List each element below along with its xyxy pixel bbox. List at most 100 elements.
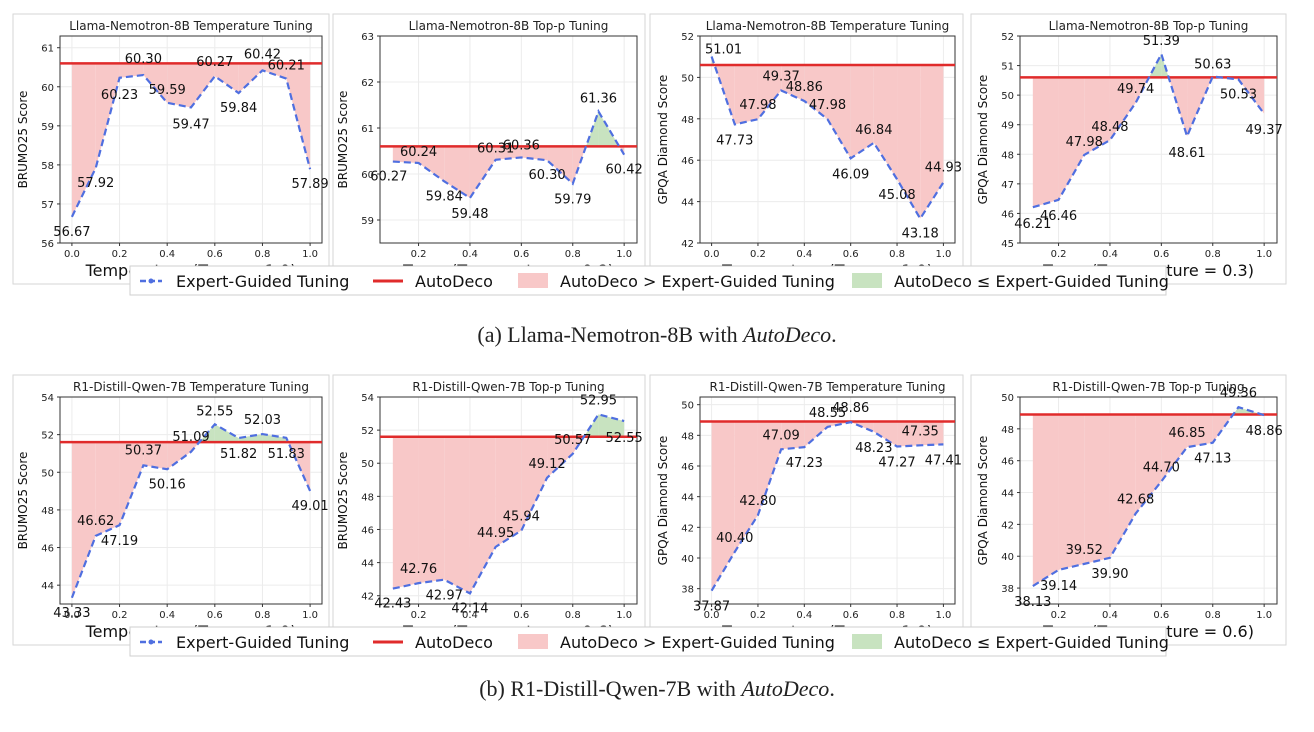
y-tick-label: 46	[1001, 209, 1014, 220]
fill-autodeco-greater	[897, 64, 921, 219]
data-label: 60.27	[370, 170, 407, 185]
y-tick-label: 47	[1001, 180, 1014, 191]
fill-autodeco-greater	[920, 421, 944, 446]
expert-line	[70, 422, 312, 599]
caption-b: (b) R1-Distill-Qwen-7B with AutoDeco.	[479, 676, 835, 701]
data-label: 42.80	[739, 494, 776, 509]
chart-title: R1-Distill-Qwen-7B Top-p Tuning	[412, 380, 604, 394]
data-label: 47.35	[902, 424, 939, 439]
data-label: 59.79	[554, 193, 591, 208]
data-label: 43.33	[53, 606, 90, 621]
y-tick-label: 44	[41, 581, 54, 592]
y-tick-label: 42	[1001, 520, 1014, 531]
fill-autodeco-greater	[521, 436, 548, 531]
fill-autodeco-greater	[71, 63, 96, 217]
data-label: 44.93	[925, 160, 962, 175]
x-tick-label: 0.4	[462, 249, 478, 260]
legend-greater-label: AutoDeco > Expert-Guided Tuning	[560, 633, 835, 652]
data-label: 48.86	[832, 401, 869, 416]
fill-autodeco-greater	[286, 63, 311, 170]
data-label: 47.09	[763, 428, 800, 443]
legend-expert-marker	[148, 639, 154, 645]
y-tick-label: 60	[361, 170, 374, 181]
x-tick-label: 0.2	[1051, 610, 1067, 621]
fill-autodeco-greater	[418, 146, 445, 182]
plot-area	[379, 396, 638, 605]
y-tick-label: 44	[681, 198, 694, 209]
fill-autodeco-greater	[1084, 414, 1110, 564]
fill-autodeco-greater	[167, 442, 191, 470]
y-tick-label: 42	[361, 592, 374, 603]
fill-autodeco-greater	[757, 421, 782, 516]
fill-autodeco-greater	[418, 436, 445, 584]
data-label: 60.27	[196, 55, 233, 70]
x-tick-label: 0.4	[159, 249, 175, 260]
legend-box	[129, 265, 1167, 296]
y-tick-label: 50	[1001, 393, 1014, 404]
data-label: 48.86	[786, 80, 823, 95]
fill-autodeco-greater	[572, 146, 587, 184]
x-tick-label: 0.4	[159, 610, 175, 621]
x-tick-label: 0.8	[565, 610, 581, 621]
plot-area	[699, 35, 956, 244]
y-tick-label: 50	[681, 401, 694, 412]
fill-autodeco-greater	[71, 442, 96, 598]
x-tick-label: 1.0	[935, 249, 951, 260]
y-axis-label: GPQA Diamond Score	[976, 75, 990, 205]
data-label: 47.27	[878, 456, 915, 471]
data-label: 46.21	[1014, 217, 1051, 232]
fill-autodeco-lessequal	[1233, 407, 1239, 415]
plot-area	[1019, 396, 1278, 605]
x-tick-label: 0.6	[513, 249, 529, 260]
data-label: 60.23	[101, 88, 138, 103]
x-tick-label: 0.8	[255, 249, 271, 260]
y-tick-label: 54	[361, 393, 374, 404]
data-label: 46.09	[832, 167, 869, 182]
x-tick-label: 1.0	[935, 610, 951, 621]
x-tick-label: 0.6	[843, 610, 859, 621]
legend-box	[129, 626, 1167, 657]
data-label: 50.16	[149, 477, 186, 492]
data-label: 47.98	[809, 98, 846, 113]
y-tick-label: 44	[1001, 489, 1014, 500]
data-label: 45.08	[878, 188, 915, 203]
data-label: 40.40	[716, 531, 753, 546]
x-tick-label: 1.0	[1256, 610, 1272, 621]
panel-frame	[12, 13, 330, 285]
legend-lessequal-label: AutoDeco ≤ Expert-Guided Tuning	[894, 633, 1169, 652]
fill-autodeco-greater	[1161, 414, 1188, 482]
x-tick-label: 1.0	[302, 610, 318, 621]
legend: Expert-Guided Tuning AutoDeco AutoDeco > E…	[129, 626, 1169, 657]
data-label: 49.37	[763, 69, 800, 84]
x-tick-label: 1.0	[302, 249, 318, 260]
x-tick-label: 0.6	[1153, 610, 1169, 621]
fill-autodeco-greater	[119, 63, 144, 78]
expert-line	[392, 108, 626, 200]
y-axis-label: BRUMO25 Score	[16, 452, 30, 550]
y-tick-label: 50	[681, 73, 694, 84]
y-tick-label: 58	[41, 161, 54, 172]
fill-autodeco-lessequal	[598, 111, 620, 147]
data-label: 47.23	[786, 456, 823, 471]
fill-autodeco-greater	[1109, 414, 1136, 558]
x-tick-label: 0.6	[207, 249, 223, 260]
chart-title: Llama-Nemotron-8B Temperature Tuning	[706, 19, 950, 33]
data-label: 51.09	[172, 430, 209, 445]
x-tick-label: 1.0	[1256, 249, 1272, 260]
y-tick-label: 52	[1001, 32, 1014, 43]
fill-autodeco-greater	[444, 146, 470, 198]
fill-autodeco-lessequal	[262, 434, 287, 443]
y-axis-label: GPQA Diamond Score	[656, 75, 670, 205]
y-axis-label: BRUMO25 Score	[336, 452, 350, 550]
data-label: 48.48	[1091, 120, 1128, 135]
fill-autodeco-lessequal	[1238, 407, 1263, 415]
x-tick-label: 0.8	[1205, 610, 1221, 621]
fill-autodeco-greater	[920, 64, 944, 219]
data-label: 47.73	[716, 133, 753, 148]
data-label: 49.01	[291, 499, 328, 514]
y-tick-label: 50	[1001, 91, 1014, 102]
data-label: 44.70	[1143, 460, 1180, 475]
chart-1: 56.67 57.92 60.23 60.30 59.59 59.47 60.27 59.84…	[12, 13, 330, 285]
